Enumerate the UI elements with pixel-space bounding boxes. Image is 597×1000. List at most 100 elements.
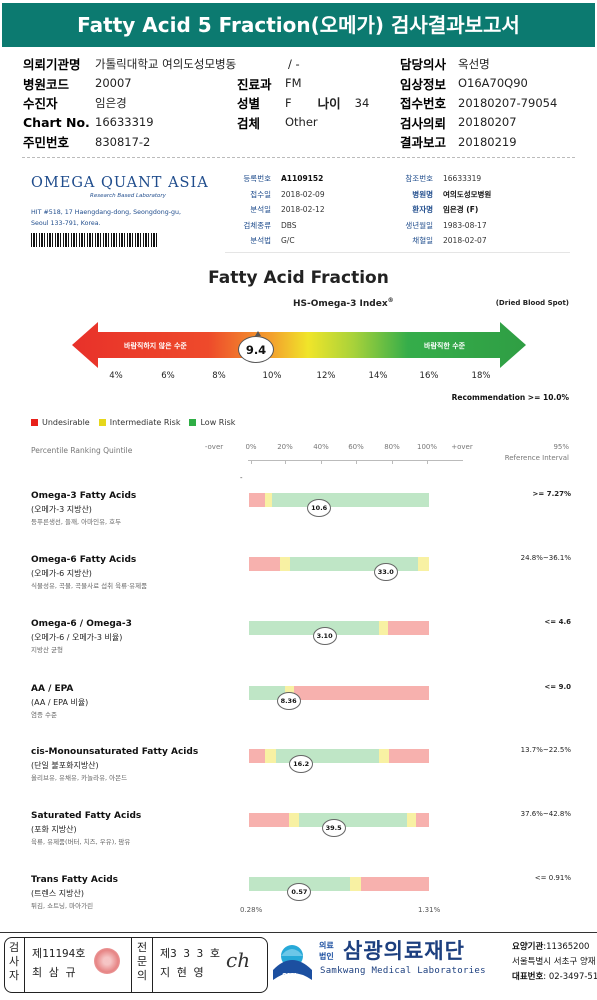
meta-value: 16633319 — [95, 115, 154, 130]
legend-label: Intermediate Risk — [109, 418, 181, 427]
info-row: 분석법 G/C — [213, 233, 325, 249]
fatty-acid-name: Omega-6 Fatty Acids — [31, 555, 137, 565]
fatty-acid-fraction-title: Fatty Acid Fraction — [208, 268, 389, 288]
hs-omega3-index-title: HS-Omega-3 Index® — [293, 297, 394, 309]
fatty-acid-name: Omega-6 / Omega-3 — [31, 619, 132, 629]
ref-line-2: Reference Interval — [504, 454, 569, 462]
intermediate-segment — [349, 877, 361, 891]
percentile-axis-tick — [427, 460, 428, 464]
intermediate-segment — [265, 749, 276, 763]
percentile-label: 100% — [416, 443, 438, 451]
meta-label: 진료과 — [237, 76, 272, 92]
fatty-acid-name: Omega-3 Fatty Acids — [31, 491, 137, 501]
meta-extra-value: / - — [288, 56, 300, 71]
undesirable-segment — [294, 686, 429, 700]
meta-label: Chart No. — [23, 114, 90, 130]
info-value: 2018-02-07 — [443, 236, 487, 246]
info-value: A1109152 — [281, 174, 324, 184]
lab-address-line: HIT #518, 17 Haengdang-dong, Seongdong-g… — [31, 209, 181, 216]
info-row: 채혈일 2018-02-07 — [375, 233, 491, 249]
meta-value: F — [285, 95, 292, 110]
org-code-row: 요양기관:11365200 — [512, 940, 597, 955]
reference-interval-heading: 95% Reference Interval — [505, 442, 569, 464]
meta-value: Other — [285, 115, 318, 130]
org-type-line: 의료 — [319, 941, 334, 950]
meta-label: 병원코드 — [23, 76, 70, 92]
lab-address: HIT #518, 17 Haengdang-dong, Seongdong-g… — [31, 207, 211, 229]
fatty-acid-row: Trans Fatty Acids (트렌스 지방산) 튀김, 쇼트닝, 마아가린 <… — [31, 874, 571, 934]
info-label: 생년월일 — [405, 220, 433, 230]
meta-label: 성별 — [237, 96, 261, 112]
meta-row: 수진자 임은경 — [23, 93, 236, 113]
percentile-axis-tick — [321, 460, 322, 464]
inspector-seal — [94, 948, 120, 974]
reference-interval: >= 7.27% — [532, 490, 571, 498]
meta-row: 주민번호 830817-2 — [23, 132, 236, 152]
info-divider — [225, 252, 570, 253]
meta-value: O16A70Q90 — [458, 76, 528, 91]
recommendation: Recommendation >= 10.0% — [451, 393, 569, 402]
percentile-label: 60% — [348, 443, 364, 451]
percentile-heading: Percentile Ranking Quintile — [31, 446, 133, 455]
inspector-label: 검사자 — [8, 941, 20, 982]
specialist-license: 제3 3 3 호 — [160, 947, 220, 960]
org-name-en: Samkwang Medical Laboratories — [320, 966, 486, 976]
org-address: 서울특별시 서초구 양재 — [512, 957, 596, 967]
code-label: 요양기관 — [512, 942, 544, 952]
info-row: 접수일 2018-02-09 — [213, 187, 325, 203]
fatty-acid-name: AA / EPA — [31, 684, 74, 694]
reference-interval: 37.6%~42.8% — [520, 810, 571, 818]
fatty-acid-sources: 식물성유, 곡물, 곡물사료 섭취 육류·유제품 — [31, 582, 148, 590]
fatty-acid-value: 10.6 — [307, 499, 332, 517]
specialist-label: 전문의 — [136, 941, 148, 982]
percentile-bar — [249, 493, 429, 507]
index-tick-label: 16% — [419, 371, 439, 381]
signature-box — [4, 937, 268, 993]
info-value: 임은경 (F) — [443, 205, 479, 215]
intermediate-segment — [407, 813, 417, 827]
meta-label: 결과보고 — [400, 135, 447, 151]
low-risk-segment — [272, 493, 429, 507]
reference-interval: <= 4.6 — [544, 618, 571, 626]
meta-label: 검사의뢰 — [400, 115, 447, 131]
fatty-acid-sources: 튀김, 쇼트닝, 마아가린 — [31, 902, 94, 910]
report-info-left: 등록번호 A1109152 접수일 2018-02-09 분석일 2018-02-12… — [213, 171, 325, 249]
patient-meta-col2: 진료과 FM 성별 F 나이 34 검체 Other — [237, 74, 369, 133]
sml-logo-text: SML — [282, 972, 299, 980]
fatty-acid-value: 0.57 — [287, 883, 312, 901]
fatty-acid-korean-name: (오메가-6 지방산) — [31, 569, 92, 578]
undesirable-segment — [416, 813, 429, 827]
info-value: DBS — [281, 220, 297, 230]
info-value: 2018-02-12 — [281, 205, 325, 215]
org-name: 삼광의료재단 — [343, 939, 465, 963]
low-risk-segment — [299, 813, 408, 827]
undesirable-segment — [249, 557, 280, 571]
phone-value: : 02-3497-5100 — [543, 972, 597, 982]
fatty-acid-value: 39.5 — [321, 819, 346, 837]
info-label: 등록번호 — [243, 174, 271, 184]
info-label: 분석일 — [250, 205, 271, 215]
inspector-name: 최 삼 규 — [32, 966, 76, 979]
intermediate-segment — [378, 621, 388, 635]
reference-interval: 24.8%~36.1% — [520, 554, 571, 562]
percentile-label: +over — [451, 443, 473, 451]
info-row: 검체종류 DBS — [213, 218, 325, 234]
code-value: :11365200 — [543, 942, 590, 952]
fatty-acid-value: 8.36 — [276, 692, 301, 710]
percentile-axis-tick — [356, 460, 357, 464]
percentile-bar — [249, 749, 429, 763]
index-pointer-icon — [255, 331, 261, 336]
legend-item: Low Risk — [189, 418, 235, 427]
info-row: 생년월일 1983-08-17 — [375, 218, 491, 234]
low-risk-segment — [249, 621, 379, 635]
undesirable-segment — [360, 877, 429, 891]
omega3-index-value: 9.4 — [238, 336, 274, 363]
info-row: 병원명 여의도성모병원 — [375, 187, 491, 203]
meta-value: 20180219 — [458, 134, 517, 149]
info-row: 등록번호 A1109152 — [213, 171, 325, 187]
fatty-acid-name: Saturated Fatty Acids — [31, 811, 142, 821]
info-label: 분석법 — [250, 236, 271, 246]
undesirable-swatch — [31, 419, 38, 426]
info-value: 2018-02-09 — [281, 189, 325, 199]
intermediate-segment — [265, 493, 273, 507]
